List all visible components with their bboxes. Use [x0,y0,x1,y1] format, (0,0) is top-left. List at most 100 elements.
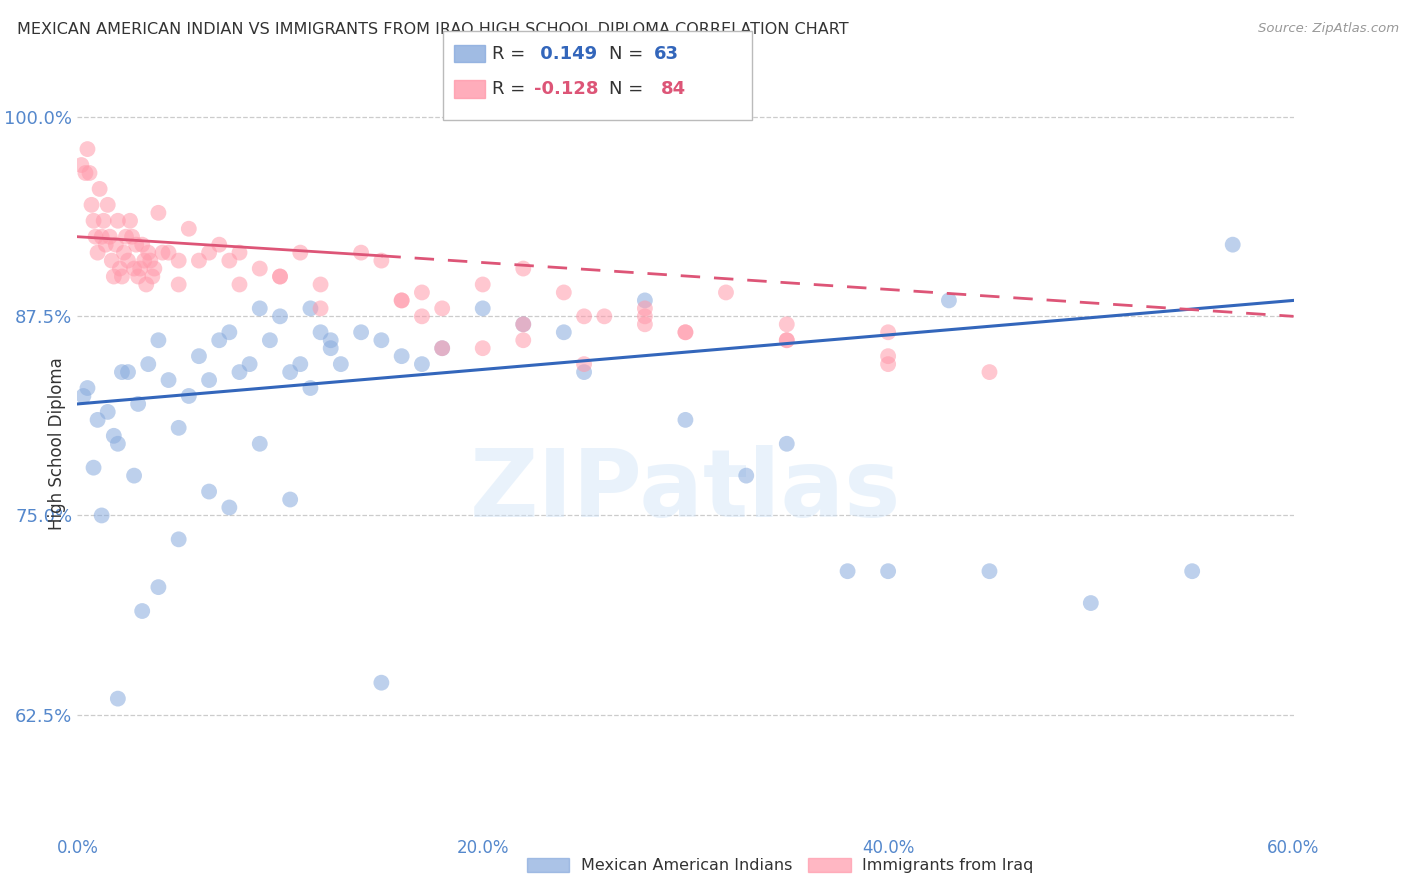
Point [411,285,433,300]
Point [411,357,433,371]
Point [84,229,107,244]
Point [101,253,124,268]
Point [430,341,453,355]
Text: Immigrants from Iraq: Immigrants from Iraq [862,858,1033,872]
Point [72,389,94,403]
Point [117,253,139,268]
Point [141,269,163,284]
Point [152,245,174,260]
Point [122,468,145,483]
Point [1181,564,1204,578]
Point [391,293,413,308]
Point [776,437,799,451]
Point [1080,596,1102,610]
Point [177,221,200,235]
Point [269,310,291,324]
Point [290,357,312,371]
Point [228,277,250,292]
Point [411,310,433,324]
Point [148,580,170,594]
Point [112,245,135,260]
Point [572,357,595,371]
Point [634,293,657,308]
Point [80,198,103,212]
Point [309,326,332,340]
Point [512,333,534,347]
Point [714,285,737,300]
Text: -0.128: -0.128 [534,80,599,98]
Point [877,564,900,578]
Point [471,341,494,355]
Point [167,533,190,547]
Point [675,413,697,427]
Text: R =: R = [492,45,531,62]
Point [319,333,342,347]
Point [512,261,534,276]
Point [572,365,595,379]
Point [198,373,221,387]
Point [228,365,250,379]
Point [136,245,159,260]
Point [350,245,373,260]
Point [157,373,180,387]
Point [512,318,534,332]
Point [391,293,413,308]
Point [350,326,373,340]
Point [430,301,453,316]
Point [157,245,180,260]
Point [83,460,105,475]
Point [430,341,453,355]
Point [776,333,799,347]
Point [249,261,271,276]
Point [837,564,859,578]
Point [278,365,301,379]
Point [309,301,332,316]
Point [208,333,231,347]
Point [148,333,170,347]
Point [471,277,494,292]
Point [83,214,105,228]
Point [634,301,657,316]
Point [979,564,1001,578]
Point [938,293,960,308]
Point [634,310,657,324]
Point [70,158,93,172]
Point [249,437,271,451]
Point [97,405,120,419]
Point [177,389,200,403]
Point [79,166,101,180]
Point [553,326,575,340]
Text: 63: 63 [654,45,679,62]
Point [90,229,112,244]
Point [118,214,141,228]
Point [127,269,149,284]
Point [208,237,231,252]
Point [218,253,240,268]
Point [370,333,392,347]
Point [75,166,97,180]
Point [471,301,494,316]
Point [103,429,125,443]
Point [125,237,148,252]
Y-axis label: High School Diploma: High School Diploma [48,358,66,530]
Point [134,253,156,268]
Point [103,269,125,284]
Point [198,484,221,499]
Point [269,269,291,284]
Point [553,285,575,300]
Point [104,237,127,252]
Text: Source: ZipAtlas.com: Source: ZipAtlas.com [1258,22,1399,36]
Point [117,365,139,379]
Point [228,245,250,260]
Text: N =: N = [609,45,648,62]
Point [76,142,98,156]
Point [90,508,112,523]
Point [89,182,111,196]
Point [370,675,392,690]
Point [127,397,149,411]
Point [269,269,291,284]
Point [167,277,190,292]
Point [675,326,697,340]
Point [135,277,157,292]
Text: 84: 84 [661,80,686,98]
